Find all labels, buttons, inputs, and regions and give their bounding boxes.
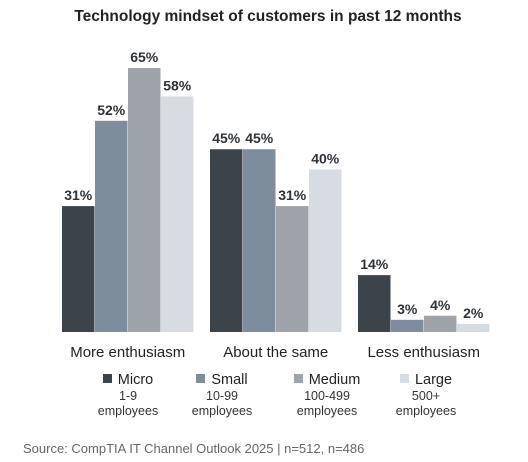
legend-sublabel: employees xyxy=(191,404,253,418)
value-label-small-3: 3% xyxy=(397,301,418,317)
category-label-1: More enthusiasm xyxy=(70,344,185,361)
legend-sublabel: 500+ xyxy=(411,389,441,403)
bar-large-3 xyxy=(457,323,490,332)
value-label-large-3: 2% xyxy=(463,305,484,321)
legend-swatch xyxy=(399,374,409,383)
bar-small-3 xyxy=(391,319,424,332)
bar-micro-2 xyxy=(210,149,243,332)
legend: Micro 1-9 employees Small 10-99 employees Medi… xyxy=(0,372,528,430)
value-label-medium-1: 65% xyxy=(130,49,159,65)
legend-item-large: Large 500+ employees xyxy=(371,372,481,419)
legend-item-medium: Medium 100-499 employees xyxy=(272,372,382,419)
value-label-medium-3: 4% xyxy=(430,297,451,313)
source-note: Source: CompTIA IT Channel Outlook 2025 … xyxy=(23,441,365,456)
legend-sublabel: employees xyxy=(97,404,159,418)
value-label-large-1: 58% xyxy=(163,77,192,93)
legend-sublabel: 10-99 xyxy=(206,389,238,403)
value-label-small-2: 45% xyxy=(245,130,274,146)
bar-large-1 xyxy=(161,96,194,332)
legend-label: Medium xyxy=(308,372,361,388)
chart-title: Technology mindset of customers in past … xyxy=(74,8,461,25)
legend-item-micro: Micro 1-9 employees xyxy=(73,372,183,419)
bar-micro-1 xyxy=(62,206,95,332)
legend-swatch xyxy=(293,374,303,383)
bars-layer xyxy=(62,68,490,332)
legend-label: Small xyxy=(211,372,248,388)
bar-medium-3 xyxy=(424,315,457,332)
bar-large-2 xyxy=(309,169,342,332)
category-label-2: About the same xyxy=(223,344,328,361)
category-labels-layer: More enthusiasm About the same Less enthus… xyxy=(70,344,480,361)
bar-micro-3 xyxy=(358,275,391,332)
legend-swatch xyxy=(196,374,206,383)
legend-label: Large xyxy=(414,372,453,388)
legend-label: Micro xyxy=(117,372,154,388)
bar-medium-2 xyxy=(276,206,309,332)
value-label-micro-3: 14% xyxy=(360,256,389,272)
value-label-micro-1: 31% xyxy=(64,187,93,203)
value-label-large-2: 40% xyxy=(311,151,340,167)
value-label-medium-2: 31% xyxy=(278,187,307,203)
legend-sublabel: 100-499 xyxy=(304,389,350,403)
value-label-small-1: 52% xyxy=(97,102,126,118)
category-label-3: Less enthusiasm xyxy=(367,344,480,361)
legend-swatch xyxy=(102,374,112,383)
legend-sublabel: employees xyxy=(296,404,358,418)
bar-small-2 xyxy=(243,149,276,332)
value-labels-layer: 31% 52% 65%58% 45% 45% 31% 40% 14% 3% 4% 2% xyxy=(64,49,484,321)
legend-sublabel: 1-9 xyxy=(118,389,138,403)
legend-sublabel: employees xyxy=(395,404,457,418)
bar-medium-1 xyxy=(128,68,161,332)
legend-item-small: Small 10-99 employees xyxy=(167,372,277,419)
bar-small-1 xyxy=(95,120,128,332)
value-label-micro-2: 45% xyxy=(212,130,241,146)
